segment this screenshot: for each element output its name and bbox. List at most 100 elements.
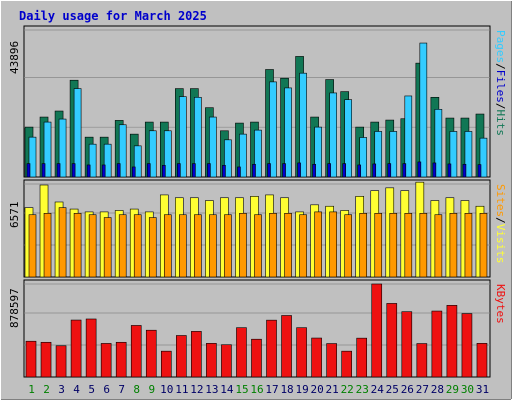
sites-bar-day-31 [479,213,488,278]
pages-bar-day-3 [58,118,67,178]
files-bar-day-18 [282,163,286,178]
x-tick-label-day-3: 3 [58,383,65,396]
sites-bar-day-2 [43,213,52,278]
sites-bar-day-29 [449,213,458,278]
files-bar-day-15 [237,166,241,178]
x-tick-label-day-8: 8 [133,383,140,396]
panel-hits-files-pages-ymax-label: 43896 [8,41,21,74]
pages-bar-day-20 [314,126,322,178]
pages-bar-day-25 [389,131,398,178]
kbytes-bar-day-23 [356,337,368,378]
files-bar-day-21 [327,163,331,178]
sites-bar-day-23 [359,213,368,278]
kbytes-bar-day-19 [296,327,307,378]
chart-title: Daily usage for March 2025 [19,9,207,23]
files-bar-day-26 [402,163,407,178]
pages-bar-day-18 [284,87,292,178]
panel-kbytes: 878597 KBytes [8,279,507,378]
sites-bar-day-12 [194,214,202,278]
pages-bar-day-17 [269,81,277,178]
panel-visits-sites-legend-part: Visits [494,224,507,264]
files-bar-day-17 [267,163,271,178]
x-tick-label-day-5: 5 [88,383,95,396]
sites-bar-day-18 [284,213,292,278]
kbytes-bar-day-13 [206,343,217,378]
pages-bar-day-4 [73,88,82,178]
panel-hits-files-pages: 43896 Pages/Files/Hits [8,25,507,178]
panel-kbytes-legend-part: KBytes [494,284,507,324]
kbytes-bar-day-6 [100,343,112,378]
kbytes-bar-day-29 [446,305,458,378]
sites-bar-day-7 [118,214,127,278]
pages-bar-day-22 [344,99,352,178]
kbytes-bar-day-10 [160,350,172,378]
x-tick-label-day-21: 21 [326,383,339,396]
sites-bar-day-1 [28,214,37,278]
sites-bar-day-14 [224,214,232,278]
x-tick-label-day-24: 24 [371,383,385,396]
panel-kbytes-ymax-label: 878597 [8,288,21,328]
panel-visits-sites-legend-part: / [494,217,507,224]
pages-bar-day-16 [254,129,262,178]
files-bar-day-10 [161,164,166,178]
kbytes-bar-day-5 [85,318,97,378]
files-bar-day-2 [41,163,46,178]
x-tick-label-day-9: 9 [148,383,155,396]
sites-bar-day-25 [389,213,398,278]
files-bar-day-13 [207,163,211,178]
files-bar-day-24 [372,163,377,178]
sites-bar-day-13 [209,214,217,278]
x-tick-label-day-7: 7 [118,383,125,396]
files-bar-day-25 [387,163,392,178]
x-tick-label-day-6: 6 [103,383,110,396]
x-axis-ticks: 1 2 3 4 5 6 7 8 9 10 11 12 13 14 15 16 17 18 19 20 21 22 23 24 2… [28,383,489,396]
kbytes-bar-day-3 [55,345,67,378]
panel-visits-sites-legend-part: Sites [494,184,507,217]
sites-bar-day-30 [464,213,473,278]
kbytes-bar-day-4 [70,319,82,378]
files-bar-day-14 [222,164,226,178]
x-tick-label-day-28: 28 [431,383,444,396]
x-tick-label-day-1: 1 [28,383,35,396]
x-tick-label-day-14: 14 [220,383,234,396]
files-bar-day-20 [312,163,316,178]
panel-visits-sites: 6571 Sites/Visits [8,179,507,278]
files-bar-day-16 [252,163,256,178]
panel-visits-sites-ymax-label: 6571 [8,202,21,229]
kbytes-bar-day-12 [191,331,202,378]
files-bar-day-31 [477,164,482,178]
files-bar-day-5 [86,164,91,178]
pages-bar-day-31 [479,137,488,178]
pages-bar-day-12 [194,96,202,178]
kbytes-bar-day-8 [130,325,142,378]
x-tick-label-day-17: 17 [265,383,278,396]
files-bar-day-9 [146,163,151,178]
files-bar-day-22 [342,163,346,178]
files-bar-day-12 [192,163,196,178]
pages-bar-day-28 [434,109,443,178]
x-tick-label-day-31: 31 [476,383,489,396]
pages-bar-day-23 [359,137,368,178]
panel-hits-files-pages-legend: Pages/Files/Hits [494,30,507,136]
x-tick-label-day-23: 23 [356,383,369,396]
kbytes-bar-day-1 [25,340,37,378]
sites-bar-day-4 [73,213,82,278]
panel-hits-files-pages-legend-part: / [494,63,507,70]
kbytes-bar-day-21 [326,343,337,378]
sites-bar-day-15 [239,213,247,278]
kbytes-bar-day-18 [281,315,292,378]
x-tick-label-day-29: 29 [446,383,459,396]
files-bar-day-23 [357,164,362,178]
kbytes-bar-day-9 [145,329,157,378]
panel-kbytes-legend: KBytes [494,284,507,324]
pages-bar-day-13 [209,116,217,178]
kbytes-bar-day-16 [251,338,262,378]
pages-bar-day-9 [148,130,157,178]
sites-bar-day-19 [299,214,307,278]
kbytes-bar-day-20 [311,337,322,378]
pages-bar-day-2 [43,121,52,178]
sites-bar-day-27 [419,213,428,278]
pages-bar-day-8 [133,145,142,178]
kbytes-bar-day-11 [176,335,187,378]
